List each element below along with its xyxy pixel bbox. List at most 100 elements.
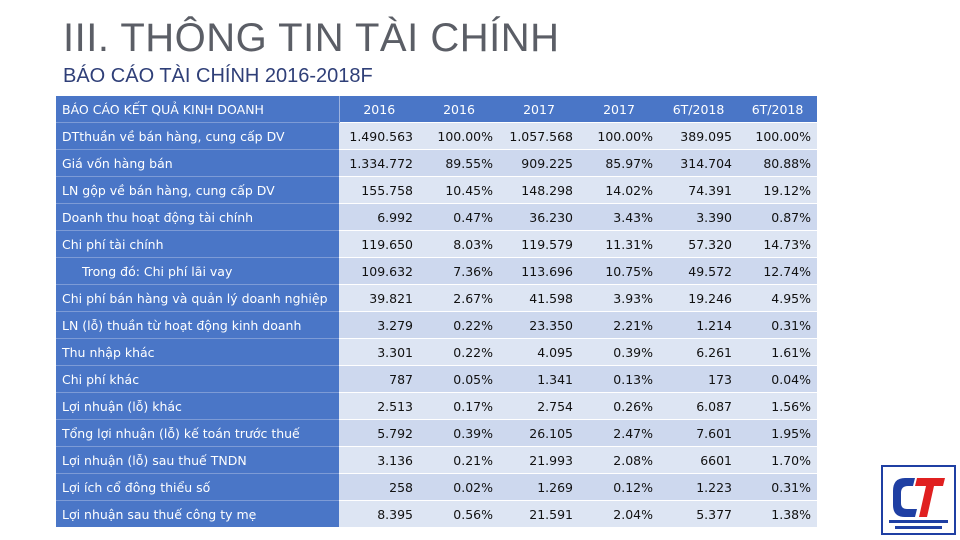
cell: 100.00% — [419, 122, 499, 150]
cell: 1.490.563 — [339, 122, 419, 150]
slide-subtitle: BÁO CÁO TÀI CHÍNH 2016-2018F — [63, 65, 373, 87]
cell: 39.821 — [339, 284, 419, 312]
cell: 19.246 — [659, 284, 738, 312]
cell: 11.31% — [579, 230, 659, 258]
cell: 1.269 — [499, 473, 579, 501]
table-body: DTthuần về bán hàng, cung cấp DV 1.490.56… — [56, 122, 817, 527]
cell: 6601 — [659, 446, 738, 474]
cell: 26.105 — [499, 419, 579, 447]
row-label: Giá vốn hàng bán — [56, 149, 339, 177]
cell: 8.395 — [339, 500, 419, 527]
cell: 1.56% — [738, 392, 817, 420]
cell: 21.591 — [499, 500, 579, 527]
cell: 21.993 — [499, 446, 579, 474]
cell: 155.758 — [339, 176, 419, 204]
row-label: Trong đó: Chi phí lãi vay — [56, 257, 339, 285]
cell: 10.75% — [579, 257, 659, 285]
cell: 7.601 — [659, 419, 738, 447]
cell: 0.26% — [579, 392, 659, 420]
cell: 148.298 — [499, 176, 579, 204]
cell: 3.93% — [579, 284, 659, 312]
cell: 173 — [659, 365, 738, 393]
cell: 0.12% — [579, 473, 659, 501]
cell: 2.67% — [419, 284, 499, 312]
cell: 1.38% — [738, 500, 817, 527]
cell: 0.39% — [419, 419, 499, 447]
cell: 0.56% — [419, 500, 499, 527]
table-row: Lợi ích cổ đông thiểu số 258 0.02% 1.269 0.1… — [56, 473, 817, 501]
cell: 5.792 — [339, 419, 419, 447]
row-label: Lợi nhuận (lỗ) khác — [56, 392, 339, 420]
header-col-1: 2016 — [339, 96, 419, 123]
cell: 57.320 — [659, 230, 738, 258]
cell: 0.22% — [419, 311, 499, 339]
table-row: LN (lỗ) thuần từ hoạt động kinh doanh 3.2… — [56, 311, 817, 339]
cell: 1.61% — [738, 338, 817, 366]
cell: 89.55% — [419, 149, 499, 177]
header-col-5: 6T/2018 — [659, 96, 738, 123]
table-row: Thu nhập khác 3.301 0.22% 4.095 0.39% 6.261 1.… — [56, 338, 817, 366]
cell: 787 — [339, 365, 419, 393]
cell: 7.36% — [419, 257, 499, 285]
table-row: Lợi nhuận (lỗ) khác 2.513 0.17% 2.754 0.26% 6… — [56, 392, 817, 420]
table-row: Lợi nhuận sau thuế công ty mẹ 8.395 0.56% 2… — [56, 500, 817, 527]
cell: 0.39% — [579, 338, 659, 366]
cell: 3.390 — [659, 203, 738, 231]
table-row: Chi phí khác 787 0.05% 1.341 0.13% 173 0.04% — [56, 365, 817, 393]
cell: 0.31% — [738, 473, 817, 501]
cell: 14.02% — [579, 176, 659, 204]
cell: 3.43% — [579, 203, 659, 231]
cell: 5.377 — [659, 500, 738, 527]
row-label: Lợi nhuận sau thuế công ty mẹ — [56, 500, 339, 527]
row-label: Chi phí tài chính — [56, 230, 339, 258]
cell: 0.47% — [419, 203, 499, 231]
cell: 0.21% — [419, 446, 499, 474]
cell: 12.74% — [738, 257, 817, 285]
cell: 0.17% — [419, 392, 499, 420]
cell: 10.45% — [419, 176, 499, 204]
row-label: Lợi ích cổ đông thiểu số — [56, 473, 339, 501]
cell: 1.223 — [659, 473, 738, 501]
cell: 0.22% — [419, 338, 499, 366]
header-col-4: 2017 — [579, 96, 659, 123]
row-label: Lợi nhuận (lỗ) sau thuế TNDN — [56, 446, 339, 474]
row-label: Tổng lợi nhuận (lỗ) kế toán trước thuế — [56, 419, 339, 447]
table-row: LN gộp về bán hàng, cung cấp DV 155.758 10… — [56, 176, 817, 204]
cell: 4.095 — [499, 338, 579, 366]
table-row: Trong đó: Chi phí lãi vay 109.632 7.36% 113… — [56, 257, 817, 285]
cell: 1.214 — [659, 311, 738, 339]
cell: 0.05% — [419, 365, 499, 393]
cell: 109.632 — [339, 257, 419, 285]
table-header-row: BÁO CÁO KẾT QUẢ KINH DOANH 2016 2016 201… — [56, 96, 817, 123]
header-col-2: 2016 — [419, 96, 499, 123]
cell: 3.279 — [339, 311, 419, 339]
cell: 80.88% — [738, 149, 817, 177]
cell: 36.230 — [499, 203, 579, 231]
cell: 100.00% — [738, 122, 817, 150]
cell: 6.992 — [339, 203, 419, 231]
row-label: Chi phí bán hàng và quản lý doanh nghiệp — [56, 284, 339, 312]
cell: 119.650 — [339, 230, 419, 258]
cell: 0.04% — [738, 365, 817, 393]
row-label: DTthuần về bán hàng, cung cấp DV — [56, 122, 339, 150]
cell: 119.579 — [499, 230, 579, 258]
table-row: DTthuần về bán hàng, cung cấp DV 1.490.56… — [56, 122, 817, 150]
row-label: LN gộp về bán hàng, cung cấp DV — [56, 176, 339, 204]
cell: 0.13% — [579, 365, 659, 393]
header-label: BÁO CÁO KẾT QUẢ KINH DOANH — [56, 96, 340, 123]
cell: 74.391 — [659, 176, 738, 204]
cell: 100.00% — [579, 122, 659, 150]
company-logo-icon — [881, 465, 956, 535]
cell: 0.02% — [419, 473, 499, 501]
cell: 4.95% — [738, 284, 817, 312]
cell: 14.73% — [738, 230, 817, 258]
header-col-3: 2017 — [499, 96, 579, 123]
cell: 6.261 — [659, 338, 738, 366]
table-row: Giá vốn hàng bán 1.334.772 89.55% 909.225 85… — [56, 149, 817, 177]
income-statement-table: BÁO CÁO KẾT QUẢ KINH DOANH 2016 2016 201… — [56, 96, 817, 527]
cell: 389.095 — [659, 122, 738, 150]
row-label: Thu nhập khác — [56, 338, 339, 366]
cell: 1.334.772 — [339, 149, 419, 177]
cell: 19.12% — [738, 176, 817, 204]
row-label: Doanh thu hoạt động tài chính — [56, 203, 339, 231]
